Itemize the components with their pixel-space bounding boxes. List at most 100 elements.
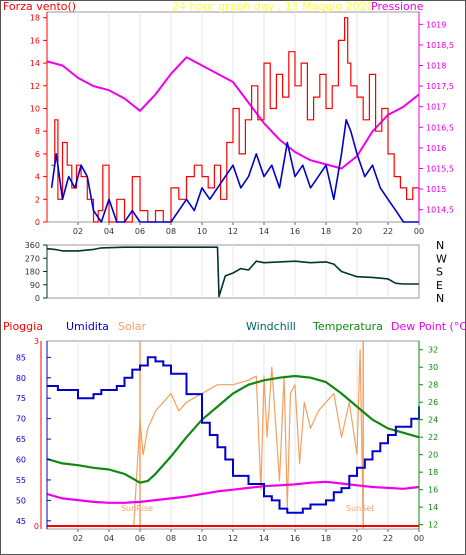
wind-tick-label: 8 bbox=[35, 127, 40, 136]
solar-line bbox=[133, 349, 364, 525]
humidity-series bbox=[47, 356, 420, 514]
x-tick-label: 22 bbox=[383, 227, 393, 236]
sun-marker-label: SunSet bbox=[346, 504, 374, 513]
legend-solar: Solar bbox=[118, 320, 147, 333]
pressure-tick-label: 1016,5 bbox=[426, 123, 454, 132]
rain-axis-ticks: 03 bbox=[34, 337, 39, 531]
wind-direction-grid bbox=[77, 245, 389, 298]
pressure-tick-label: 1014,5 bbox=[426, 206, 454, 215]
temperature-tick-label: 16 bbox=[428, 486, 438, 495]
rain-tick-label: 3 bbox=[34, 337, 39, 346]
legend-rain: Pioggia bbox=[3, 320, 43, 333]
temperature-time-axis-ticks: 02 04 06 08 10 12 14 16 18 20 22 00 bbox=[73, 529, 424, 543]
compass-label: S bbox=[436, 266, 443, 279]
x-tick-label: 10 bbox=[197, 534, 207, 543]
x-tick-label: 16 bbox=[290, 534, 300, 543]
direction-tick-label: 0 bbox=[35, 294, 40, 303]
x-tick-label: 06 bbox=[135, 227, 145, 236]
x-tick-label: 20 bbox=[352, 534, 362, 543]
x-tick-label: 02 bbox=[73, 227, 83, 236]
pressure-axis-label: Pressione bbox=[371, 0, 424, 13]
x-tick-label: 02 bbox=[73, 534, 83, 543]
x-tick-label: 16 bbox=[290, 227, 300, 236]
humidity-tick-label: 55 bbox=[16, 476, 26, 485]
temperature-tick-label: 14 bbox=[428, 503, 438, 512]
x-tick-label: 04 bbox=[104, 227, 114, 236]
temperature-tick-label: 24 bbox=[428, 416, 438, 425]
wind-tick-label: 14 bbox=[30, 59, 40, 68]
wind-force-series bbox=[51, 17, 420, 223]
humidity-tick-label: 70 bbox=[16, 415, 26, 424]
temperature-tick-label: 22 bbox=[428, 433, 438, 442]
direction-tick-label: 180 bbox=[25, 268, 40, 277]
pressure-axis-ticks: 1014,5 1015 1015,5 1016 1016,5 1017 1017,5 1018… bbox=[419, 20, 454, 215]
dew-point-line bbox=[46, 480, 420, 504]
wind-axis-ticks: 0 2 4 6 8 10 12 14 16 18 bbox=[30, 14, 47, 227]
x-tick-label: 20 bbox=[352, 227, 362, 236]
temperature-tick-label: 12 bbox=[428, 521, 438, 530]
x-tick-label: 00 bbox=[414, 534, 424, 543]
humidity-tick-label: 60 bbox=[16, 456, 26, 465]
wind-force-line bbox=[51, 17, 420, 223]
temperature-tick-label: 32 bbox=[428, 346, 438, 355]
wind-tick-label: 0 bbox=[35, 218, 40, 227]
pressure-tick-label: 1018,5 bbox=[426, 41, 454, 50]
legend-windchill: Windchill bbox=[246, 320, 296, 333]
x-tick-label: 14 bbox=[259, 227, 269, 236]
temperature-axis-ticks: 12 14 16 18 20 22 24 26 28 30 32 bbox=[419, 346, 438, 530]
x-tick-label: 18 bbox=[321, 227, 331, 236]
wind-gust-line bbox=[50, 119, 419, 223]
wind-tick-label: 4 bbox=[35, 173, 40, 182]
rain-tick-label: 0 bbox=[34, 522, 39, 531]
x-tick-label: 12 bbox=[228, 227, 238, 236]
x-tick-label: 08 bbox=[166, 534, 176, 543]
compass-label: N bbox=[436, 292, 444, 305]
humidity-axis-ticks: 45 50 55 60 65 70 75 80 85 bbox=[16, 353, 51, 526]
wind-time-axis-ticks: 02 04 06 08 10 12 14 16 18 20 22 00 bbox=[73, 222, 424, 236]
direction-tick-label: 90 bbox=[30, 281, 40, 290]
pressure-tick-label: 1017,5 bbox=[426, 82, 454, 91]
compass-label: E bbox=[436, 279, 443, 292]
wind-tick-label: 2 bbox=[35, 195, 40, 204]
wind-tick-label: 18 bbox=[30, 14, 40, 23]
x-tick-label: 10 bbox=[197, 227, 207, 236]
sun-marker-label: SunRise bbox=[121, 504, 153, 513]
wind-tick-label: 10 bbox=[30, 104, 40, 113]
pressure-tick-label: 1015,5 bbox=[426, 164, 454, 173]
direction-degree-ticks: 0 90 180 270 360 bbox=[25, 241, 47, 303]
wind-tick-label: 16 bbox=[30, 36, 40, 45]
humidity-tick-label: 65 bbox=[16, 435, 26, 444]
humidity-tick-label: 45 bbox=[16, 517, 26, 526]
humidity-line bbox=[47, 356, 420, 514]
x-tick-label: 14 bbox=[259, 534, 269, 543]
wind-axis-label: Forza vento() bbox=[3, 0, 76, 13]
humidity-tick-label: 80 bbox=[16, 374, 26, 383]
temperature-series bbox=[46, 374, 420, 484]
pressure-tick-label: 1016 bbox=[426, 144, 446, 153]
compass-label: N bbox=[436, 239, 444, 252]
x-tick-label: 00 bbox=[414, 227, 424, 236]
direction-tick-label: 360 bbox=[25, 241, 40, 250]
temperature-tick-label: 26 bbox=[428, 398, 438, 407]
legend-dewpoint: Dew Point (°C) bbox=[391, 320, 466, 333]
wind-pressure-grid bbox=[77, 12, 389, 222]
dew-point-series bbox=[46, 480, 420, 504]
wind-direction-series bbox=[46, 246, 419, 298]
humidity-tick-label: 50 bbox=[16, 496, 26, 505]
pressure-tick-label: 1017 bbox=[426, 103, 446, 112]
chart-title: 24 hour graph day , 15 Maggio 2020 bbox=[172, 0, 374, 13]
x-tick-label: 08 bbox=[166, 227, 176, 236]
pressure-tick-label: 1019 bbox=[426, 20, 446, 29]
pressure-tick-label: 1015 bbox=[426, 185, 446, 194]
wind-gust-series bbox=[50, 119, 419, 223]
direction-tick-label: 270 bbox=[25, 254, 40, 263]
pressure-tick-label: 1018 bbox=[426, 62, 446, 71]
x-tick-label: 22 bbox=[383, 534, 393, 543]
legend-temperature: Temperatura bbox=[312, 320, 383, 333]
temperature-line bbox=[46, 374, 420, 484]
temperature-tick-label: 30 bbox=[428, 363, 438, 372]
